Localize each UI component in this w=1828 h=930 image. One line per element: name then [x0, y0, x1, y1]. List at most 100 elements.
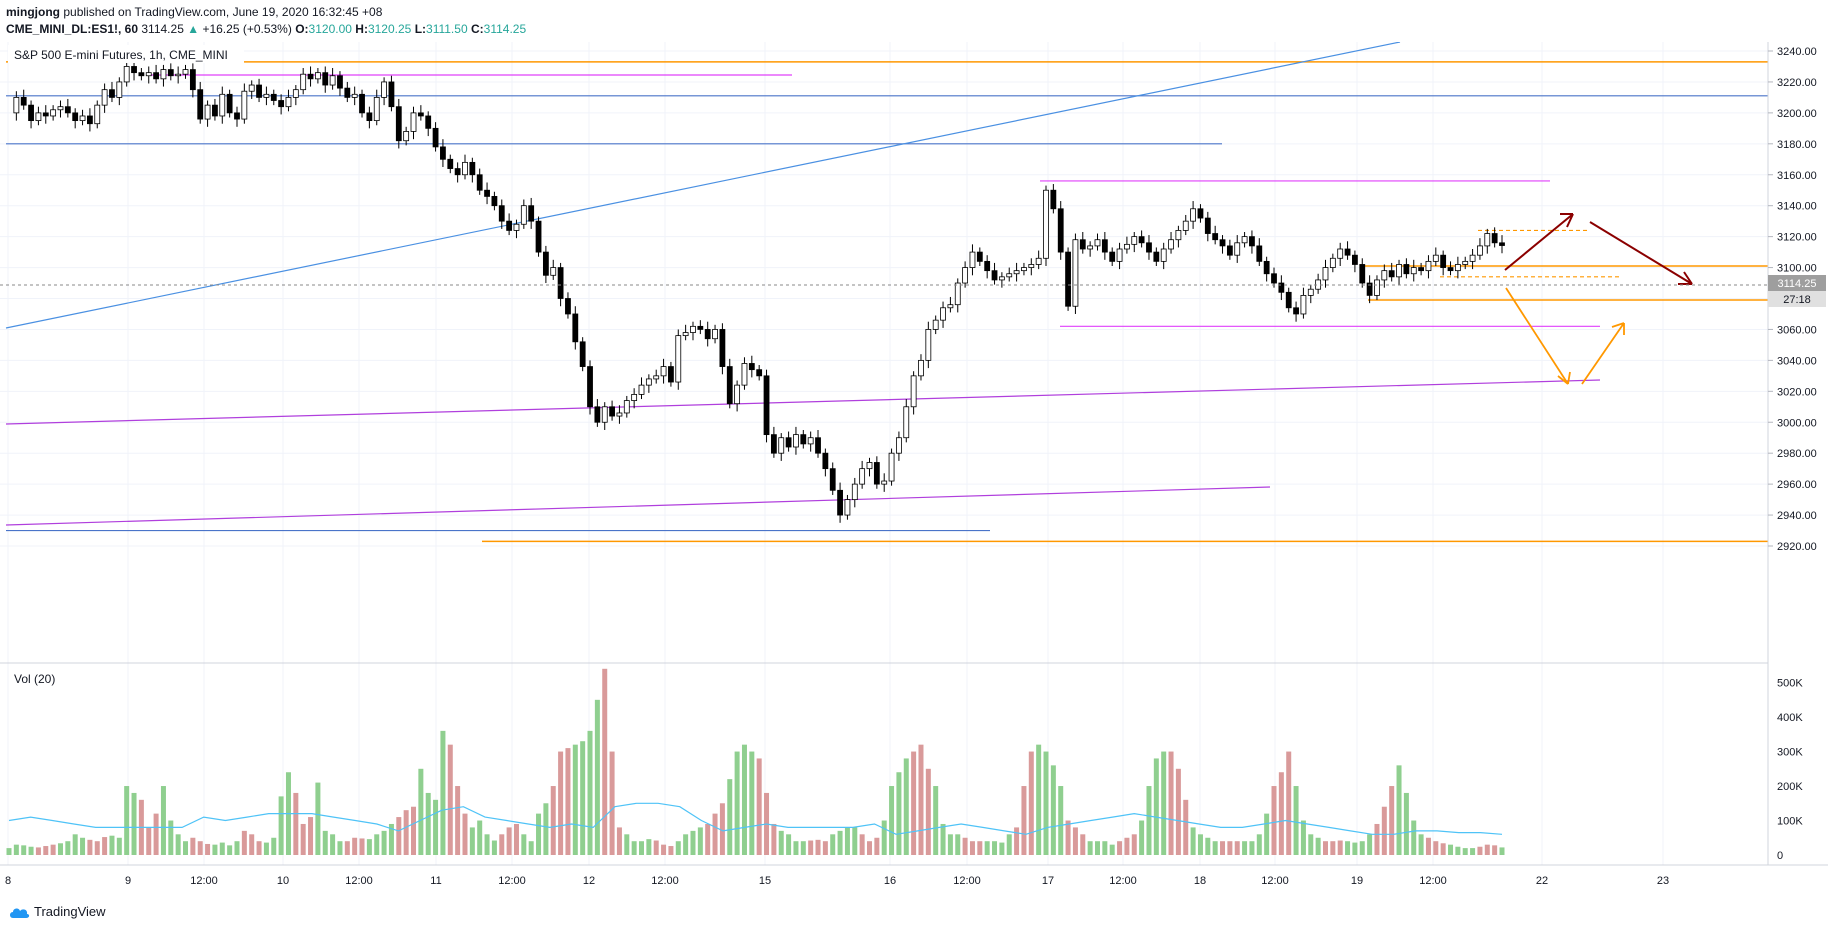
volume-bar [1153, 758, 1159, 855]
time-axis[interactable]: 8 9 12:00 10 12:00 11 12:00 12 12:00 15 16 12:00 17 1… [5, 875, 1669, 887]
volume-bar [469, 827, 475, 855]
volume-bar [602, 668, 608, 855]
volume-bar [374, 834, 380, 855]
tradingview-logo[interactable]: TradingView [8, 904, 106, 919]
candle-body [432, 127, 439, 148]
candle-body [1175, 230, 1182, 241]
volume-bar [455, 786, 461, 855]
volume-bar [315, 782, 321, 855]
price-tick-label: 3220.00 [1777, 77, 1817, 89]
candle-body [189, 69, 196, 91]
candle-body [403, 131, 410, 142]
volume-bar [109, 835, 115, 855]
volume-bar [28, 846, 34, 855]
volume-bar [536, 813, 542, 855]
candle-body [1352, 254, 1358, 265]
volume-bar [550, 786, 556, 855]
volume-bar [72, 834, 78, 855]
candle-body [528, 205, 535, 222]
volume-bar [1455, 846, 1461, 855]
volume-bar [102, 837, 108, 855]
candle-body [623, 400, 630, 414]
volume-bar [639, 841, 645, 855]
volume-bar [403, 810, 409, 855]
candle-body [741, 363, 748, 386]
candle-body [72, 112, 79, 122]
candle-body [226, 93, 233, 114]
volume-bar [1124, 837, 1130, 855]
volume-bar [1014, 827, 1020, 855]
candle-body [998, 276, 1005, 281]
volume-bar [594, 699, 600, 855]
rising-trendline[interactable] [5, 42, 1401, 329]
candle-body [366, 112, 373, 122]
volume-bar [418, 768, 424, 855]
candle-body [13, 97, 20, 114]
candle-body [748, 363, 755, 371]
candle-body [1138, 236, 1145, 244]
volume-bar [543, 803, 549, 855]
candle-body [550, 267, 557, 276]
chart-header: mingjong published on TradingView.com, J… [0, 0, 1828, 42]
candle-body [1219, 239, 1226, 247]
volume-bar [705, 823, 711, 855]
time-tick-label: 12 [583, 875, 595, 887]
volume-tick-label: 100K [1777, 816, 1803, 828]
volume-bar [1212, 841, 1218, 855]
candle-body [770, 434, 777, 454]
down-arrow-red[interactable] [1589, 221, 1693, 285]
volume-bar [1440, 843, 1446, 855]
volume-bar [778, 830, 784, 855]
volume-bar [6, 848, 12, 855]
up-arrow-red[interactable] [1504, 213, 1574, 271]
candle-body [307, 73, 314, 80]
countdown-tag-box [1768, 291, 1826, 307]
volume-bar [1411, 820, 1417, 855]
candle-body [292, 89, 299, 98]
candle-body [263, 93, 270, 98]
volume-axis[interactable]: 500K 400K 300K 200K 100K 0 [1777, 678, 1803, 862]
volume-bar [1168, 751, 1174, 855]
time-tick-label: 9 [125, 875, 131, 887]
volume-bar [822, 841, 828, 855]
candle-body [940, 307, 946, 321]
candle-body [1131, 236, 1138, 245]
volume-bar [491, 840, 497, 855]
candle-body [1344, 248, 1351, 256]
volume-bar [241, 830, 247, 855]
candle-body [241, 90, 248, 120]
candle-body [1307, 288, 1314, 296]
price-tag-box [1768, 275, 1826, 291]
candle-body [417, 112, 424, 117]
down-arrow-orange[interactable] [1505, 287, 1571, 385]
candle-body [1050, 189, 1057, 210]
candle-body [270, 93, 277, 101]
candle-body [1043, 189, 1049, 259]
channel-lower-line[interactable] [5, 486, 1271, 526]
price-tick-label: 2980.00 [1777, 448, 1817, 460]
volume-bar [1072, 827, 1078, 855]
volume-bar [153, 813, 159, 855]
volume-bar [837, 830, 843, 855]
candle-body [601, 406, 608, 423]
publisher-name[interactable]: mingjong [6, 5, 60, 19]
candle-body [800, 434, 807, 445]
symbol-name[interactable]: CME_MINI_DL:ES1!, 60 [6, 22, 139, 36]
up-arrow-orange[interactable] [1581, 322, 1625, 385]
volume-bar [388, 823, 394, 855]
chart-canvas[interactable]: 3240.00 3220.00 3200.00 3180.00 3160.00 3140.… [0, 42, 1828, 896]
candle-body [903, 406, 910, 439]
candle-body [50, 109, 57, 117]
price-tick-label: 3180.00 [1777, 139, 1817, 151]
volume-bar [1352, 842, 1358, 855]
volume-bar [808, 840, 814, 855]
tradingview-cloud-icon [10, 907, 30, 918]
candle-body [1021, 267, 1027, 272]
candle-body [278, 100, 285, 108]
candle-body [138, 72, 145, 77]
volume-bar [1102, 841, 1108, 855]
channel-upper-line[interactable] [5, 379, 1601, 425]
candle-body [20, 97, 27, 106]
candle-body [609, 406, 615, 417]
candle-body [219, 93, 226, 117]
